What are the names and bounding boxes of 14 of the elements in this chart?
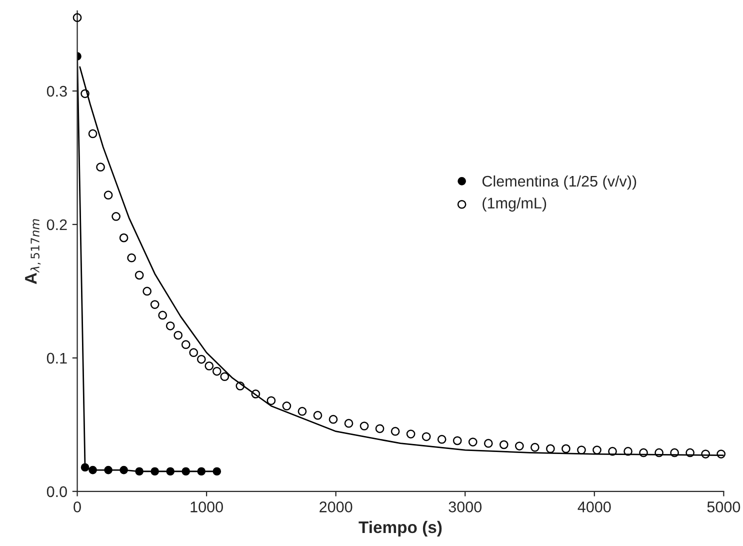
x-tick-label: 2000 [320, 502, 352, 512]
x-axis-title: Tiempo (s) [358, 520, 442, 536]
x-tick-label: 1000 [190, 502, 223, 512]
x-tick-label: 0 [74, 502, 81, 512]
y-tick-label: 0.2 [46, 219, 67, 230]
y-axis-title: A$_{λ,517nm}$ [25, 219, 41, 284]
legend-label: Clementina (1/25 (v/v)) [482, 175, 636, 190]
y-tick-label: 0.1 [46, 352, 67, 364]
legend-label: (1mg/mL) [482, 197, 546, 212]
y-tick-label: 0.0 [46, 486, 67, 498]
y-tick-label: 0.3 [46, 86, 67, 97]
x-tick-label: 3000 [448, 502, 482, 512]
x-tick-label: 4000 [578, 502, 611, 512]
x-tick-label: 5000 [707, 502, 740, 512]
